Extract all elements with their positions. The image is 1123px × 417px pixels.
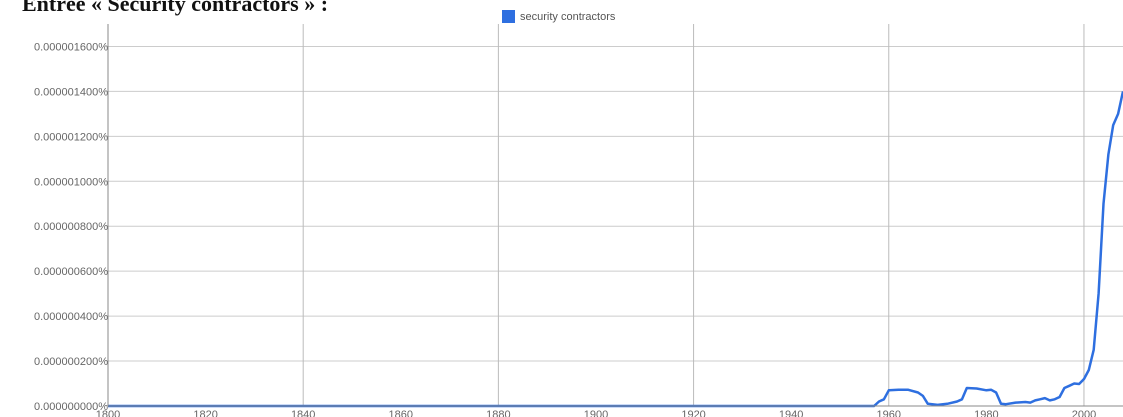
x-tick-label: 1900 (584, 409, 608, 417)
series-line[interactable] (108, 91, 1123, 408)
chart-axes: 0.000000000% 0.000000200% 0.000000400% 0.00… (34, 24, 1123, 417)
page-caption: Entrée « Security contractors » : (22, 0, 329, 16)
x-tick-label: 1960 (877, 409, 901, 417)
x-tick-label: 1940 (779, 409, 803, 417)
x-tick-label: 1860 (389, 409, 413, 417)
y-tick-label: 0.000000200% (34, 356, 108, 368)
x-tick-label: 1820 (193, 409, 217, 417)
x-tick-label: 1920 (681, 409, 705, 417)
y-tick-label: 0.000000800% (34, 221, 108, 233)
legend-swatch[interactable] (502, 10, 515, 23)
chart-legend[interactable]: security contractors (502, 10, 616, 23)
x-tick-label: 1980 (974, 409, 998, 417)
y-tick-label: 0.000000000% (34, 401, 108, 413)
x-tick-label: 1800 (96, 409, 120, 417)
x-tick-label: 1880 (486, 409, 510, 417)
x-tick-label: 2000 (1072, 409, 1096, 417)
y-tick-label: 0.000001000% (34, 176, 108, 188)
chart-grid (108, 24, 1123, 406)
legend-label[interactable]: security contractors (520, 11, 616, 23)
y-tick-label: 0.000000600% (34, 266, 108, 278)
y-tick-label: 0.000001600% (34, 41, 108, 53)
y-tick-label: 0.000001200% (34, 131, 108, 143)
y-tick-label: 0.000000400% (34, 311, 108, 323)
y-tick-label: 0.000001400% (34, 86, 108, 98)
x-tick-label: 1840 (291, 409, 315, 417)
chart-series (108, 91, 1123, 408)
